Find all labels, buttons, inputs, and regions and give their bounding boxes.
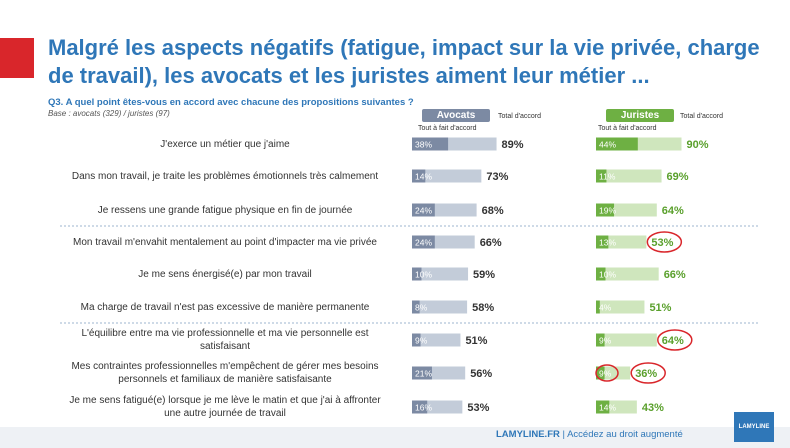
avocats-total-label: 58% [472, 302, 494, 314]
juristes-tout-bar [596, 267, 606, 281]
avocats-tout-label: 16% [415, 403, 432, 413]
footer-brand[interactable]: LAMYLINE.FR [496, 429, 560, 440]
juristes-tout-label: 11% [599, 172, 616, 182]
juristes-tout-label: 9% [599, 336, 612, 346]
juristes-tout-bar [596, 137, 638, 151]
juristes-total-bar [596, 267, 659, 281]
highlight-circle [630, 362, 666, 384]
row-label: Je me sens énergisé(e) par mon travail [138, 268, 312, 280]
footer-text: LAMYLINE.FR | Accédez au droit augmenté [496, 429, 683, 440]
juristes-total-label: 64% [662, 205, 684, 217]
avocats-total-label: 89% [502, 139, 524, 151]
avocats-subhead-tout: Tout à fait d'accord [418, 125, 477, 132]
avocats-total-label: 68% [482, 205, 504, 217]
avocats-total-label: 59% [473, 269, 495, 281]
base-text: Base : avocats (329) / juristes (97) [48, 109, 170, 118]
row-label: Ma charge de travail n'est pas excessive… [80, 301, 370, 313]
juristes-total-bar [596, 333, 657, 347]
juristes-tout-label: 10% [599, 270, 616, 280]
highlight-circle [657, 329, 693, 351]
avocats-total-bar [412, 333, 461, 347]
juristes-total-label: 36% [635, 368, 657, 380]
row-label: Je ressens une grande fatigue physique e… [97, 204, 353, 216]
page-title: Malgré les aspects négatifs (fatigue, im… [48, 35, 760, 88]
footer-separator: | [562, 429, 568, 440]
avocats-tout-bar [412, 366, 432, 380]
juristes-tout-bar [596, 169, 607, 183]
avocats-total-label: 51% [465, 335, 487, 347]
juristes-header: Juristes [606, 109, 674, 122]
row-label: Mes contraintes professionnelles m'empêc… [71, 361, 379, 385]
juristes-tout-label: 13% [599, 238, 616, 248]
juristes-total-label: 66% [664, 269, 686, 281]
avocats-tout-label: 24% [415, 238, 432, 248]
juristes-tout-bar [596, 366, 605, 380]
avocats-tout-label: 38% [415, 140, 432, 150]
juristes-subhead-tout: Tout à fait d'accord [598, 125, 657, 132]
avocats-tout-bar [412, 203, 435, 217]
highlight-circle [595, 364, 619, 382]
avocats-tout-bar [412, 137, 449, 151]
juristes-tout-bar [596, 400, 610, 414]
lamyline-logo: LAMYLINE [734, 412, 774, 442]
juristes-total-label: 69% [667, 171, 689, 183]
juristes-tout-bar [596, 300, 600, 314]
juristes-subhead-total: Total d'accord [680, 113, 723, 120]
avocats-tout-label: 8% [415, 303, 428, 313]
avocats-header: Avocats [422, 109, 490, 122]
avocats-subhead-total: Total d'accord [498, 113, 541, 120]
avocats-tout-bar [412, 235, 435, 249]
avocats-tout-bar [412, 169, 426, 183]
juristes-tout-bar [596, 235, 609, 249]
juristes-total-label: 64% [662, 335, 684, 347]
juristes-tout-bar [596, 203, 615, 217]
juristes-tout-label: 4% [599, 303, 612, 313]
avocats-tout-bar [412, 400, 428, 414]
avocats-total-bar [412, 300, 468, 314]
avocats-tout-label: 9% [415, 336, 428, 346]
avocats-total-label: 66% [480, 237, 502, 249]
title-accent-bar [0, 38, 34, 78]
avocats-tout-label: 24% [415, 206, 432, 216]
avocats-tout-label: 14% [415, 172, 432, 182]
question-text: Q3. A quel point êtes-vous en accord ave… [48, 97, 414, 108]
juristes-tout-label: 9% [599, 369, 612, 379]
avocats-tout-bar [412, 333, 421, 347]
footer-tagline: Accédez au droit augmenté [567, 429, 683, 440]
juristes-total-bar [596, 235, 647, 249]
avocats-tout-label: 10% [415, 270, 432, 280]
juristes-tout-label: 14% [599, 403, 616, 413]
footer-bar [0, 427, 790, 448]
row-label: Mon travail m'envahit mentalement au poi… [73, 236, 377, 248]
highlight-circle [646, 231, 683, 253]
avocats-tout-label: 21% [415, 369, 432, 379]
juristes-tout-label: 19% [599, 206, 616, 216]
avocats-total-bar [412, 169, 482, 183]
juristes-total-label: 51% [649, 302, 671, 314]
avocats-total-label: 53% [467, 402, 489, 414]
juristes-total-label: 90% [687, 139, 709, 151]
juristes-total-bar [596, 169, 662, 183]
juristes-tout-label: 44% [599, 140, 616, 150]
juristes-total-bar [596, 300, 645, 314]
avocats-tout-bar [412, 267, 422, 281]
avocats-total-label: 73% [486, 171, 508, 183]
avocats-total-label: 56% [470, 368, 492, 380]
row-label: L'équilibre entre ma vie professionnelle… [81, 328, 369, 352]
juristes-tout-bar [596, 333, 605, 347]
row-label: Je me sens fatigué(e) lorsque je me lève… [69, 395, 381, 419]
avocats-tout-bar [412, 300, 420, 314]
juristes-total-label: 53% [651, 237, 673, 249]
avocats-total-bar [412, 267, 469, 281]
juristes-total-label: 43% [642, 402, 664, 414]
row-label: Dans mon travail, je traite les problème… [71, 170, 379, 182]
row-label: J'exerce un métier que j'aime [160, 138, 290, 150]
